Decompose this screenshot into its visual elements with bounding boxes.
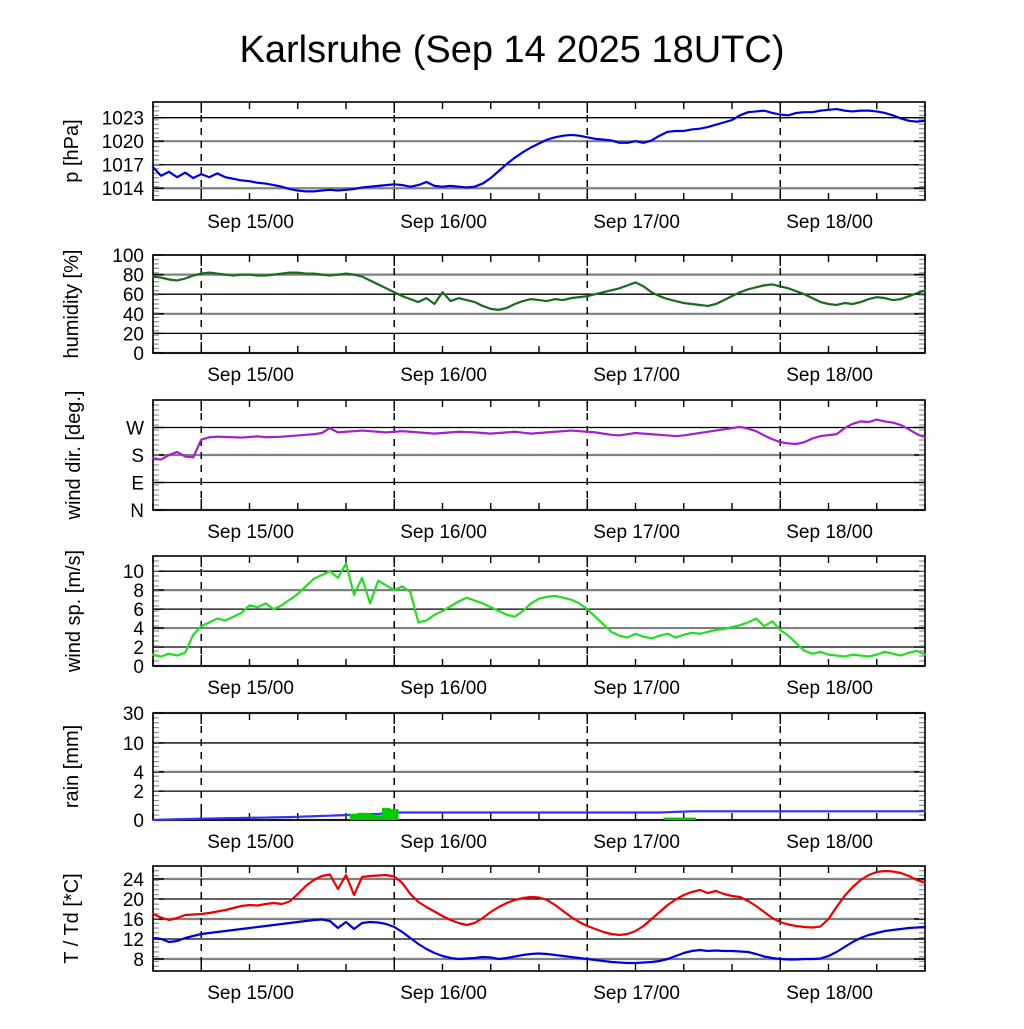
rain-rate-bar xyxy=(357,812,367,820)
ytick-label: 8 xyxy=(133,950,144,971)
panel-frame xyxy=(152,254,926,354)
panel-frame xyxy=(152,555,926,667)
xtick-label: Sep 17/00 xyxy=(593,983,680,1004)
yaxis-title: T / Td [*C] xyxy=(61,873,83,963)
xtick-label: Sep 16/00 xyxy=(400,832,487,853)
xtick-label: Sep 18/00 xyxy=(786,678,873,699)
panel-frame xyxy=(152,865,926,972)
yaxis-title: wind sp. [m/s] xyxy=(63,550,85,673)
ytick-label: 40 xyxy=(123,305,144,326)
ytick-label: 10 xyxy=(123,734,144,755)
ytick-label: 100 xyxy=(112,246,144,267)
xtick-label: Sep 15/00 xyxy=(207,522,294,543)
ytick-label: 60 xyxy=(123,285,144,306)
ytick-label: 6 xyxy=(133,600,144,621)
xtick-label: Sep 16/00 xyxy=(400,212,487,233)
xtick-label: Sep 16/00 xyxy=(400,522,487,543)
panel-frame xyxy=(152,399,926,511)
xtick-label: Sep 15/00 xyxy=(207,365,294,386)
xtick-label: Sep 15/00 xyxy=(207,212,294,233)
ytick-label: 4 xyxy=(133,763,144,784)
ytick-label: 80 xyxy=(123,266,144,287)
ytick-label: 12 xyxy=(123,930,144,951)
rain-rate-bars xyxy=(349,807,697,820)
panel-frame xyxy=(152,101,926,201)
yaxis-title: rain [mm] xyxy=(61,725,83,808)
ytick-label: 8 xyxy=(133,581,144,602)
xtick-label: Sep 17/00 xyxy=(593,832,680,853)
panel-rain: 0 24 10 30 Sep 15/00 Sep 16/00 Sep 17/00 Sep 18… xyxy=(61,704,927,853)
ytick-label: 2 xyxy=(133,638,144,659)
ytick-label: 0 xyxy=(133,344,144,365)
rain-rate-bar xyxy=(373,815,383,820)
rain-rate-bar xyxy=(679,817,688,820)
ytick-label: 2 xyxy=(133,782,144,803)
xtick-label: Sep 18/00 xyxy=(786,832,873,853)
xtick-label: Sep 17/00 xyxy=(593,678,680,699)
panel-frame xyxy=(152,712,926,821)
yaxis-title: humidity [%] xyxy=(61,250,83,359)
xtick-label: Sep 18/00 xyxy=(786,365,873,386)
ytick-label: S xyxy=(131,446,144,467)
ytick-label: 0 xyxy=(133,657,144,678)
ytick-label: 1023 xyxy=(102,109,144,130)
yaxis-title: wind dir. [deg.] xyxy=(63,391,85,521)
xtick-label: Sep 15/00 xyxy=(207,832,294,853)
rain-rate-bar xyxy=(365,813,375,820)
series-pressure xyxy=(151,107,927,193)
xtick-label: Sep 17/00 xyxy=(593,212,680,233)
series-temperature xyxy=(151,869,927,937)
ytick-label: 1017 xyxy=(102,156,144,177)
rain-rate-bar xyxy=(349,813,359,820)
xtick-label: Sep 18/00 xyxy=(786,983,873,1004)
xtick-label: Sep 16/00 xyxy=(400,365,487,386)
xtick-label: Sep 17/00 xyxy=(593,522,680,543)
ytick-label: 0 xyxy=(133,811,144,832)
series-relative-humidity xyxy=(151,271,927,311)
rain-rate-bar xyxy=(663,817,672,820)
ytick-label: 20 xyxy=(123,890,144,911)
xtick-label: Sep 16/00 xyxy=(400,678,487,699)
ytick-label: 4 xyxy=(133,619,144,640)
xtick-label: Sep 15/00 xyxy=(207,983,294,1004)
ytick-label: 1014 xyxy=(102,179,145,200)
series-wind-direction xyxy=(151,418,927,461)
yaxis-title: p [hPa] xyxy=(61,119,83,182)
xtick-label: Sep 18/00 xyxy=(786,522,873,543)
series-wind-speed xyxy=(151,562,927,658)
ytick-label: E xyxy=(131,474,144,495)
ytick-label: 16 xyxy=(123,910,144,931)
xtick-label: Sep 17/00 xyxy=(593,365,680,386)
rain-rate-bar xyxy=(671,817,680,820)
chart-title: Karlsruhe (Sep 14 2025 18UTC) xyxy=(240,29,785,71)
xtick-label: Sep 15/00 xyxy=(207,678,294,699)
series-dew-point xyxy=(151,918,927,965)
xtick-label: Sep 18/00 xyxy=(786,212,873,233)
rain-rate-bar xyxy=(687,817,697,820)
xtick-label: Sep 16/00 xyxy=(400,983,487,1004)
ytick-label: 20 xyxy=(123,324,144,345)
series-cumulative-rain xyxy=(151,809,927,822)
ytick-label: 30 xyxy=(123,704,144,725)
ytick-label: W xyxy=(126,419,144,440)
ytick-label: 1020 xyxy=(102,132,144,153)
ytick-label: N xyxy=(130,501,144,522)
rain-rate-bar xyxy=(390,809,399,820)
rain-rate-bar xyxy=(381,807,391,820)
ytick-label: 10 xyxy=(123,562,144,583)
ytick-label: 24 xyxy=(123,870,145,891)
